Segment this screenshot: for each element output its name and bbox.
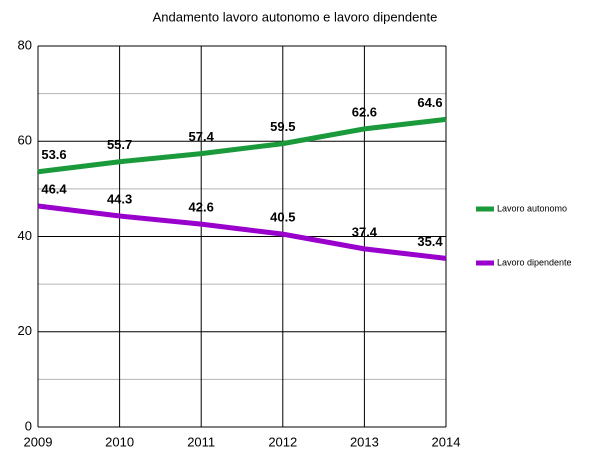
series-line	[37, 203, 447, 261]
chart-title: Andamento lavoro autonomo e lavoro dipen…	[153, 9, 438, 24]
y-tick-label: 60	[18, 133, 32, 148]
data-label: 53.6	[41, 147, 66, 162]
legend-label: Lavoro autonomo	[497, 203, 567, 213]
legend-label: Lavoro dipendente	[497, 257, 572, 267]
data-label: 59.5	[270, 119, 295, 134]
data-label: 40.5	[270, 210, 295, 225]
y-tick-label: 20	[18, 323, 32, 338]
x-tick-label: 2014	[432, 434, 461, 449]
data-label: 37.4	[352, 224, 378, 239]
x-tick-label: 2010	[105, 434, 134, 449]
data-label: 64.6	[417, 95, 442, 110]
data-label: 46.4	[41, 181, 67, 196]
data-label: 35.4	[417, 234, 443, 249]
data-label: 42.6	[189, 200, 214, 215]
data-label: 57.4	[189, 129, 215, 144]
data-label: 44.3	[107, 191, 132, 206]
y-tick-label: 40	[18, 228, 32, 243]
y-tick-label: 0	[25, 418, 32, 433]
data-label: 55.7	[107, 137, 132, 152]
x-tick-label: 2009	[24, 434, 53, 449]
y-tick-label: 80	[18, 37, 32, 52]
data-label: 62.6	[352, 104, 377, 119]
series-line	[37, 116, 447, 175]
x-tick-label: 2013	[350, 434, 379, 449]
x-tick-label: 2011	[187, 434, 215, 449]
x-tick-label: 2012	[268, 434, 297, 449]
